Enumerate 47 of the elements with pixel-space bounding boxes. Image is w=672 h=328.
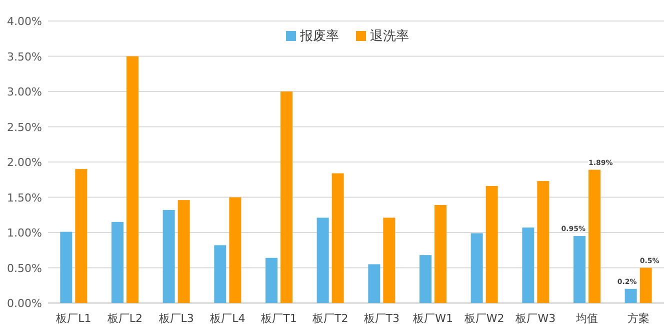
bar (316, 218, 329, 303)
y-tick-label: 3.50% (7, 50, 42, 64)
bar (266, 258, 278, 303)
legend-label: 报废率 (299, 28, 339, 44)
bar (574, 236, 586, 303)
x-tick-label: 板厂T2 (311, 312, 348, 325)
x-tick-label: 板厂L4 (209, 312, 246, 325)
bar (420, 255, 432, 303)
bar (126, 56, 138, 303)
bar (280, 92, 292, 303)
x-tick-label: 板厂T1 (260, 312, 297, 325)
y-tick-label: 2.50% (7, 120, 42, 134)
y-tick-label: 3.00% (7, 86, 42, 98)
x-tick-label: 板厂W2 (463, 312, 504, 325)
bar (640, 268, 652, 303)
x-tick-label: 板厂L3 (158, 312, 194, 325)
bar (229, 197, 242, 303)
x-tick-label: 板厂T3 (362, 312, 400, 325)
x-tick-label: 方案 (627, 312, 650, 325)
y-tick-label: 1.00% (7, 226, 42, 240)
y-tick-label: 0.00% (7, 297, 42, 310)
x-tick-label: 板厂L1 (55, 312, 92, 325)
bar (383, 218, 396, 303)
y-tick-label: 0.50% (7, 262, 42, 275)
y-tick-label: 1.50% (7, 191, 42, 204)
y-tick-label: 2.00% (7, 156, 42, 169)
x-tick-label: 板厂W1 (412, 312, 453, 325)
bar (624, 288, 637, 303)
bar (214, 245, 226, 303)
bar (162, 210, 175, 303)
bar (368, 264, 380, 303)
bar (486, 186, 498, 303)
legend-label: 退洗率 (370, 28, 409, 44)
bar (434, 205, 446, 303)
bar (75, 169, 88, 303)
bar (522, 228, 534, 303)
bar (588, 170, 600, 303)
x-tick-label: 板厂W3 (514, 312, 556, 325)
x-tick-label: 板厂L2 (106, 312, 143, 325)
bar (178, 200, 190, 303)
bar (112, 222, 124, 303)
y-tick-label: 4.00% (7, 15, 42, 28)
bar (537, 181, 550, 303)
bar (60, 232, 72, 303)
bar (332, 173, 344, 303)
bar (470, 233, 483, 303)
x-tick-label: 均值 (575, 312, 598, 325)
